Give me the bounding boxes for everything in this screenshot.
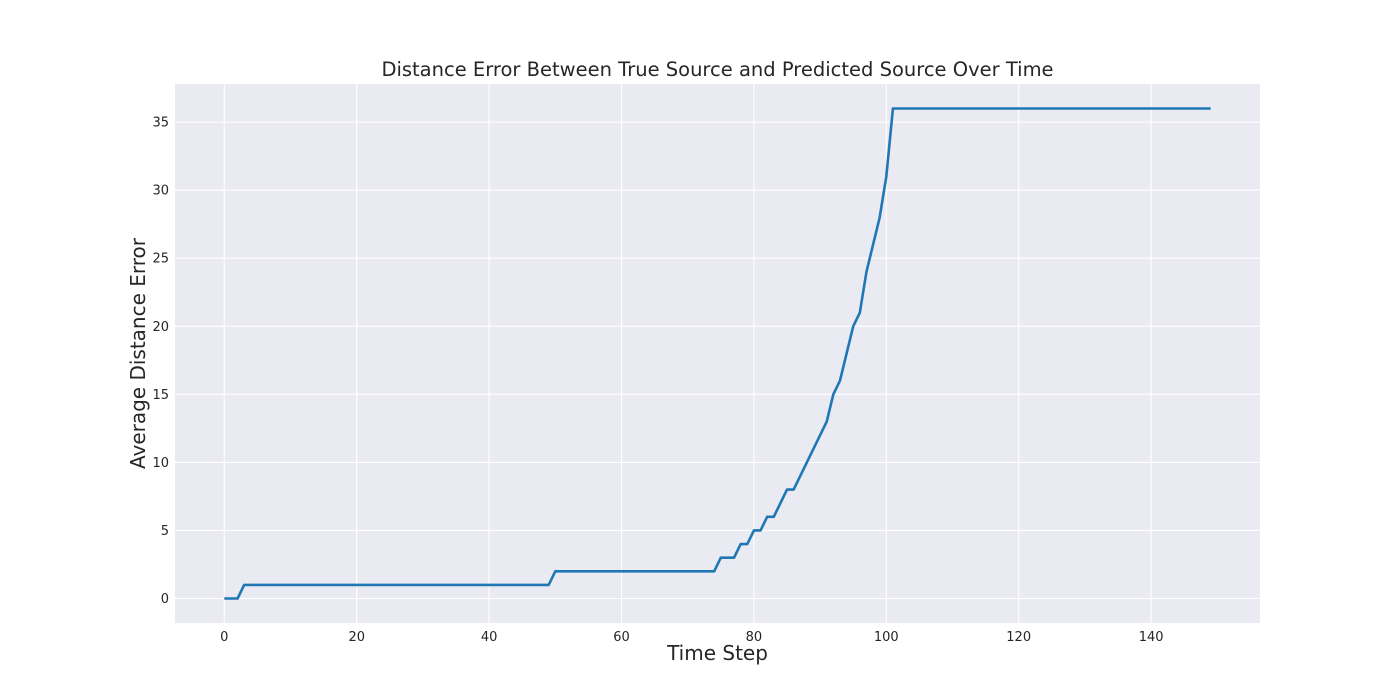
x-tick-label: 140	[1139, 630, 1164, 645]
y-tick-labels: 0 5 10 15 20 25 30 35	[152, 116, 169, 607]
series-line	[224, 107, 1211, 600]
x-tick-label: 60	[613, 630, 630, 645]
x-tick-label: 100	[874, 630, 899, 645]
x-tick-label: 20	[348, 630, 365, 645]
y-tick-label: 15	[152, 388, 169, 403]
y-tick-label: 25	[152, 252, 169, 267]
y-tick-label: 0	[161, 592, 169, 607]
chart-title: Distance Error Between True Source and P…	[381, 58, 1053, 81]
y-tick-label: 10	[152, 456, 169, 471]
y-tick-label: 35	[152, 116, 169, 131]
x-tick-labels: 0 20 40 60 80 100 120 140	[220, 630, 1163, 645]
y-tick-label: 5	[161, 524, 169, 539]
x-tick-label: 40	[481, 630, 498, 645]
x-tick-label: 0	[220, 630, 228, 645]
y-tick-label: 20	[152, 320, 169, 335]
plot-area	[175, 84, 1260, 623]
y-gridlines	[175, 121, 1260, 600]
x-tick-label: 80	[746, 630, 763, 645]
y-axis-label: Average Distance Error	[126, 237, 150, 469]
y-tick-label: 30	[152, 184, 169, 199]
x-axis-label: Time Step	[666, 641, 768, 665]
series-layer	[224, 107, 1211, 600]
x-tick-label: 120	[1006, 630, 1031, 645]
